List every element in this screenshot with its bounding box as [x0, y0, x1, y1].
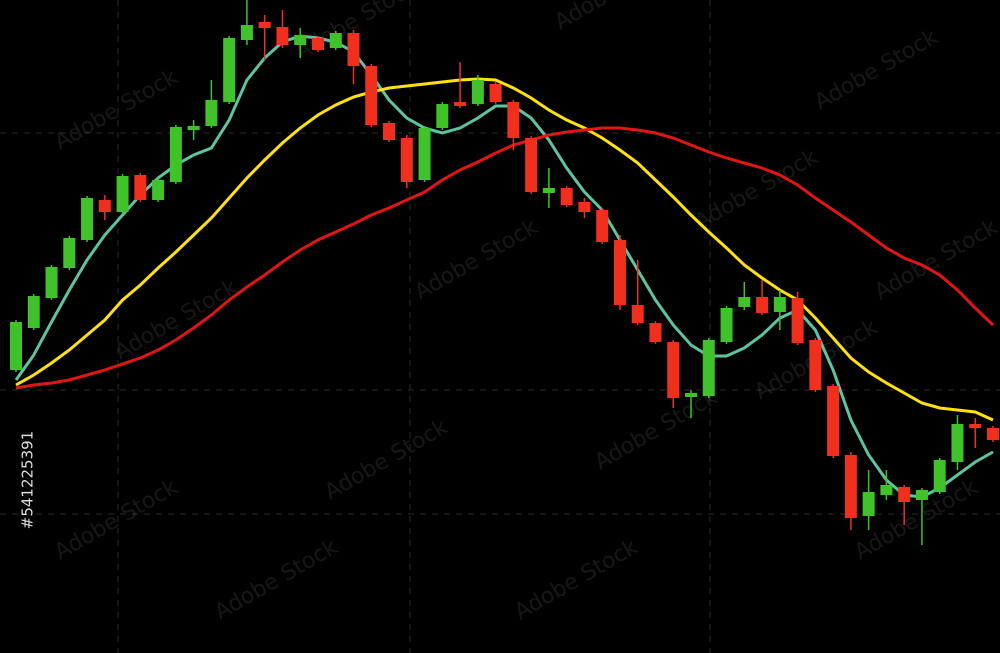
candle-body [240, 25, 253, 40]
candle-body [915, 490, 928, 500]
candle-body [365, 66, 378, 125]
candle-body [631, 305, 644, 323]
candle-body [311, 38, 324, 50]
candle-body [223, 38, 236, 102]
candle-body [454, 102, 467, 106]
candle-body [10, 322, 22, 370]
candle-body [489, 84, 502, 102]
candle-body [525, 138, 538, 192]
candle-body [276, 27, 289, 45]
candle-body [827, 386, 840, 456]
candle-body [880, 485, 893, 495]
candle-body [560, 188, 573, 205]
candle-body [329, 33, 342, 48]
candle-body [400, 138, 413, 182]
candle-body [773, 297, 786, 312]
candle-body [134, 175, 147, 200]
plot [10, 0, 999, 545]
candle-body [791, 298, 804, 343]
candle-body [418, 128, 431, 180]
candle-body [81, 198, 94, 240]
candle-body [507, 102, 520, 138]
candle-body [45, 267, 58, 298]
candle-body [702, 340, 715, 396]
candle-body [98, 200, 111, 212]
candle-body [436, 104, 449, 128]
candle-body [969, 424, 982, 428]
candle-body [685, 393, 698, 397]
candle-body [844, 455, 857, 518]
candle-body [738, 297, 751, 307]
candle-body [578, 202, 591, 212]
candle-body [205, 100, 218, 126]
candle-body [294, 35, 307, 45]
candle-body [187, 126, 200, 130]
candle-body [471, 80, 484, 104]
candle-body [169, 127, 182, 182]
candle-body [667, 342, 680, 398]
candle-body [809, 340, 822, 390]
moving-average-line [15, 77, 994, 422]
candle-body [649, 323, 662, 342]
candle-body [987, 428, 999, 440]
candle-body [756, 297, 769, 313]
candle-body [116, 176, 129, 212]
candle-body [383, 123, 396, 140]
candle-body [613, 240, 626, 305]
candle-body [347, 33, 360, 66]
moving-average-line [15, 126, 995, 390]
candle-body [933, 460, 946, 492]
candle-body [720, 308, 733, 342]
stock-id: #541225391 [19, 431, 37, 529]
candle-body [951, 424, 964, 462]
candle-body [898, 487, 911, 502]
candle-body [258, 22, 271, 28]
candle-body [596, 210, 609, 242]
candle-body [542, 188, 555, 193]
candle-body [862, 492, 875, 516]
candle-body [152, 180, 165, 200]
candle-body [63, 238, 76, 268]
candle-body [27, 296, 40, 328]
